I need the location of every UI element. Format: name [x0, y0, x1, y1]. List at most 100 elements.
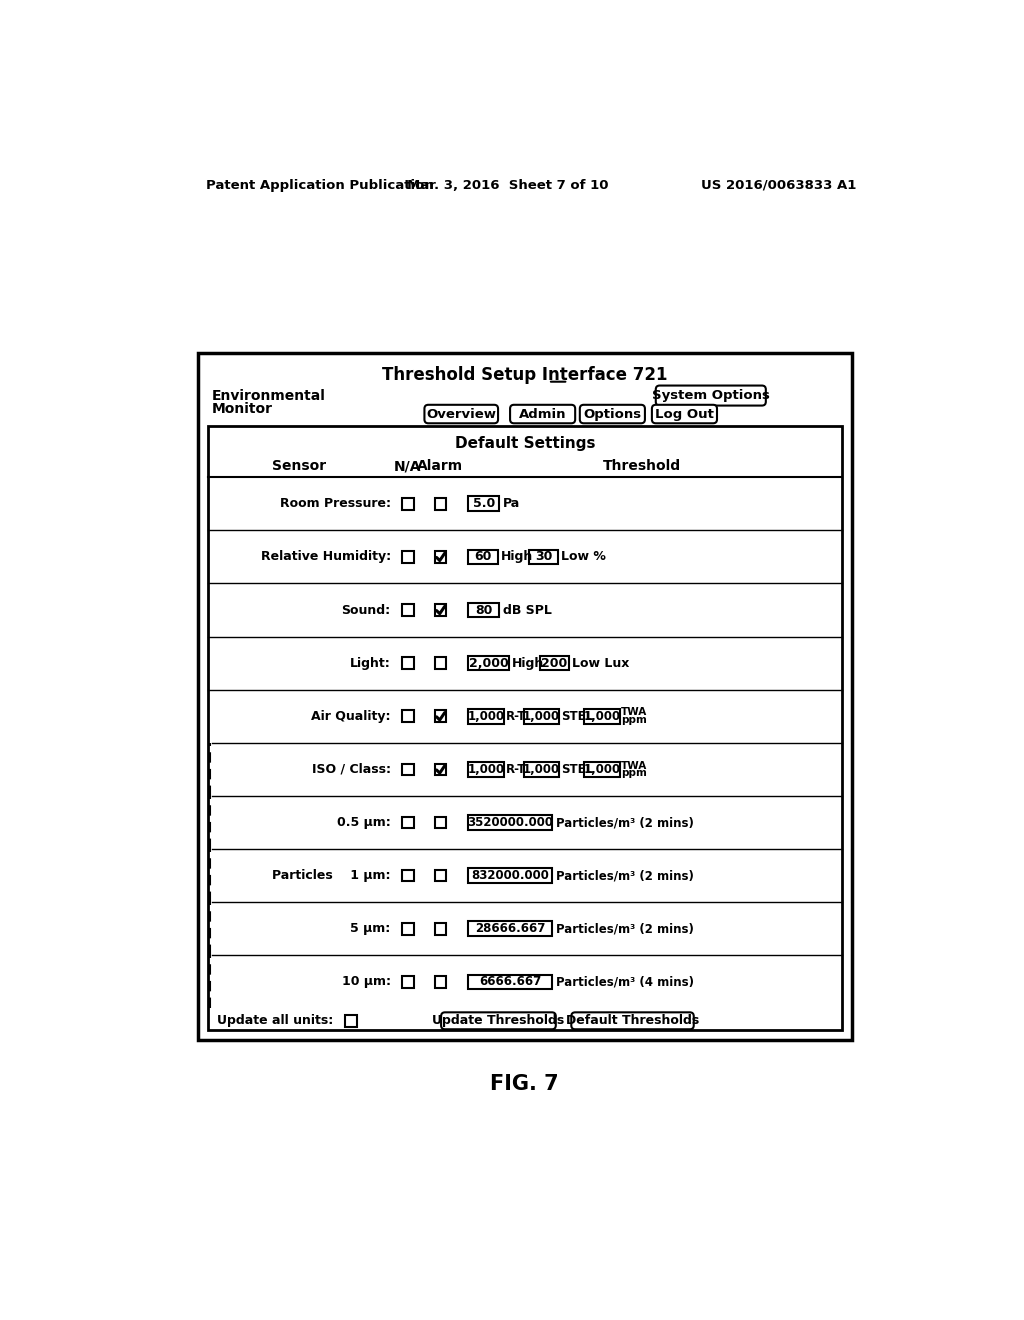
- Text: 80: 80: [475, 603, 493, 616]
- Bar: [434, 923, 446, 935]
- Text: Update Thresholds: Update Thresholds: [432, 1014, 564, 1027]
- Bar: [434, 710, 446, 722]
- Text: 1,000: 1,000: [523, 710, 560, 723]
- Text: 1,000: 1,000: [523, 763, 560, 776]
- Bar: [198, 354, 852, 1040]
- Text: Relative Humidity:: Relative Humidity:: [260, 550, 391, 564]
- Bar: [208, 426, 842, 1030]
- Text: 3520000.000: 3520000.000: [467, 816, 553, 829]
- Text: TWA: TWA: [622, 708, 647, 717]
- Text: High: High: [501, 550, 534, 564]
- FancyBboxPatch shape: [510, 405, 575, 424]
- Text: Update all units:: Update all units:: [217, 1014, 334, 1027]
- Bar: [434, 552, 446, 562]
- Text: Sound:: Sound:: [342, 603, 391, 616]
- Text: 5.0: 5.0: [473, 498, 495, 511]
- Bar: [468, 656, 509, 671]
- Text: 1,000: 1,000: [584, 710, 621, 723]
- Bar: [584, 762, 620, 776]
- Bar: [468, 709, 504, 723]
- Text: 1,000: 1,000: [468, 763, 505, 776]
- Text: ppm: ppm: [622, 768, 647, 779]
- Text: ppm: ppm: [622, 715, 647, 725]
- Text: Patent Application Publication: Patent Application Publication: [206, 178, 433, 191]
- Bar: [468, 549, 498, 564]
- Bar: [434, 605, 446, 615]
- Text: Particles/m³ (2 mins): Particles/m³ (2 mins): [556, 816, 693, 829]
- Bar: [402, 605, 414, 615]
- Text: 30: 30: [535, 550, 552, 564]
- Text: STEL: STEL: [561, 710, 593, 723]
- Bar: [468, 921, 552, 936]
- Bar: [402, 498, 414, 510]
- Bar: [402, 710, 414, 722]
- Text: 60: 60: [474, 550, 492, 564]
- Bar: [434, 817, 446, 829]
- Bar: [345, 1015, 357, 1027]
- FancyBboxPatch shape: [580, 405, 645, 424]
- Text: Options: Options: [584, 408, 641, 421]
- FancyBboxPatch shape: [571, 1012, 693, 1030]
- Text: 1,000: 1,000: [584, 763, 621, 776]
- Text: Light:: Light:: [350, 656, 391, 669]
- Text: R-T: R-T: [506, 763, 525, 776]
- Text: Admin: Admin: [519, 408, 566, 421]
- Bar: [434, 498, 446, 510]
- Text: System Options: System Options: [652, 389, 770, 403]
- Text: 832000.000: 832000.000: [471, 869, 549, 882]
- Text: Sensor: Sensor: [272, 459, 327, 474]
- Text: Particles    1 μm:: Particles 1 μm:: [272, 869, 391, 882]
- Text: 0.5 μm:: 0.5 μm:: [337, 816, 391, 829]
- Text: Log Out: Log Out: [655, 408, 714, 421]
- Bar: [468, 603, 500, 618]
- Text: R-T: R-T: [506, 710, 525, 723]
- Bar: [402, 763, 414, 775]
- Text: Air Quality:: Air Quality:: [311, 710, 391, 723]
- Text: 10 μm:: 10 μm:: [342, 975, 391, 989]
- FancyBboxPatch shape: [424, 405, 498, 424]
- Bar: [402, 657, 414, 669]
- Bar: [468, 974, 552, 989]
- Bar: [468, 762, 504, 776]
- Bar: [402, 817, 414, 829]
- Bar: [434, 763, 446, 775]
- Text: Low %: Low %: [561, 550, 606, 564]
- FancyBboxPatch shape: [655, 385, 766, 405]
- Text: 2,000: 2,000: [469, 656, 508, 669]
- Bar: [528, 549, 558, 564]
- Text: Threshold Setup Interface 721: Threshold Setup Interface 721: [382, 366, 668, 384]
- Bar: [402, 552, 414, 562]
- Text: 200: 200: [541, 656, 567, 669]
- Text: 28666.667: 28666.667: [475, 923, 545, 936]
- Text: dB SPL: dB SPL: [503, 603, 552, 616]
- Bar: [434, 870, 446, 882]
- Text: High: High: [512, 656, 544, 669]
- Text: Pa: Pa: [503, 498, 520, 511]
- Bar: [468, 816, 552, 830]
- Text: Overview: Overview: [426, 408, 497, 421]
- Text: N/A: N/A: [394, 459, 422, 474]
- Text: Threshold: Threshold: [603, 459, 681, 474]
- Text: Low Lux: Low Lux: [572, 656, 630, 669]
- Bar: [523, 709, 559, 723]
- Text: 5 μm:: 5 μm:: [350, 923, 391, 936]
- Bar: [584, 709, 620, 723]
- Text: Particles/m³ (2 mins): Particles/m³ (2 mins): [556, 923, 693, 936]
- Text: FIG. 7: FIG. 7: [490, 1074, 559, 1094]
- Text: TWA: TWA: [622, 760, 647, 771]
- Text: Particles/m³ (4 mins): Particles/m³ (4 mins): [556, 975, 694, 989]
- Text: Room Pressure:: Room Pressure:: [280, 498, 391, 511]
- Text: Default Settings: Default Settings: [455, 436, 595, 451]
- Bar: [540, 656, 569, 671]
- FancyBboxPatch shape: [652, 405, 717, 424]
- Bar: [402, 923, 414, 935]
- Text: Default Thresholds: Default Thresholds: [566, 1014, 699, 1027]
- Bar: [434, 657, 446, 669]
- Text: 6666.667: 6666.667: [479, 975, 542, 989]
- Bar: [468, 496, 500, 511]
- Text: Alarm: Alarm: [417, 459, 464, 474]
- Text: STEL: STEL: [561, 763, 593, 776]
- FancyBboxPatch shape: [441, 1012, 556, 1030]
- Text: Monitor: Monitor: [212, 403, 272, 416]
- Text: ISO / Class:: ISO / Class:: [311, 763, 391, 776]
